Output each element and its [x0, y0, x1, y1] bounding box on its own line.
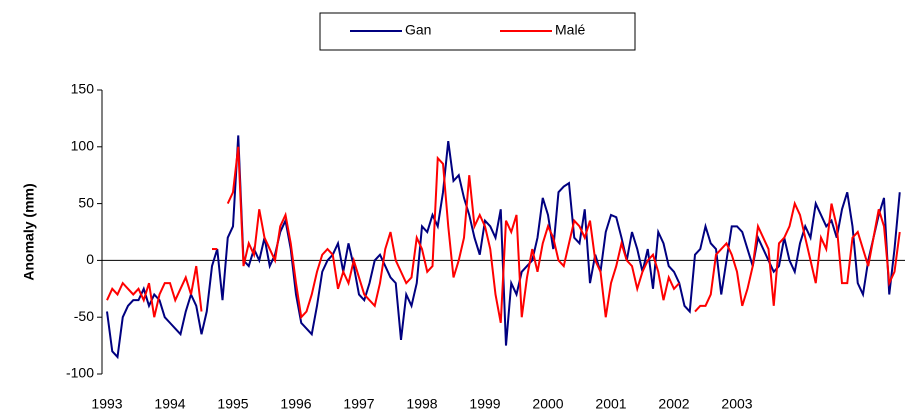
y-tick-label: 150: [71, 81, 95, 97]
x-tick-label: 2001: [595, 396, 626, 412]
legend-label: Malé: [555, 22, 586, 38]
x-tick-label: 1998: [406, 396, 437, 412]
y-axis-label: Anomaly (mm): [21, 183, 37, 280]
x-tick-label: 1993: [91, 396, 122, 412]
series-line: [106, 265, 203, 318]
x-tick-label: 2000: [532, 396, 563, 412]
x-tick-label: 1996: [280, 396, 311, 412]
y-tick-label: -50: [74, 308, 94, 324]
x-tick-label: 1997: [343, 396, 374, 412]
series-line: [226, 146, 680, 324]
y-tick-label: 0: [86, 251, 94, 267]
x-tick-label: 1999: [469, 396, 500, 412]
x-tick-label: 1994: [154, 396, 185, 412]
x-tick-label: 2003: [721, 396, 752, 412]
x-tick-label: 1995: [217, 396, 248, 412]
y-tick-label: 50: [78, 194, 94, 210]
x-tick-label: 2002: [658, 396, 689, 412]
legend-label: Gan: [405, 22, 431, 38]
y-tick-label: -100: [66, 365, 94, 381]
series-line: [694, 200, 901, 313]
series-line: [106, 135, 901, 360]
y-tick-label: 100: [71, 138, 95, 154]
